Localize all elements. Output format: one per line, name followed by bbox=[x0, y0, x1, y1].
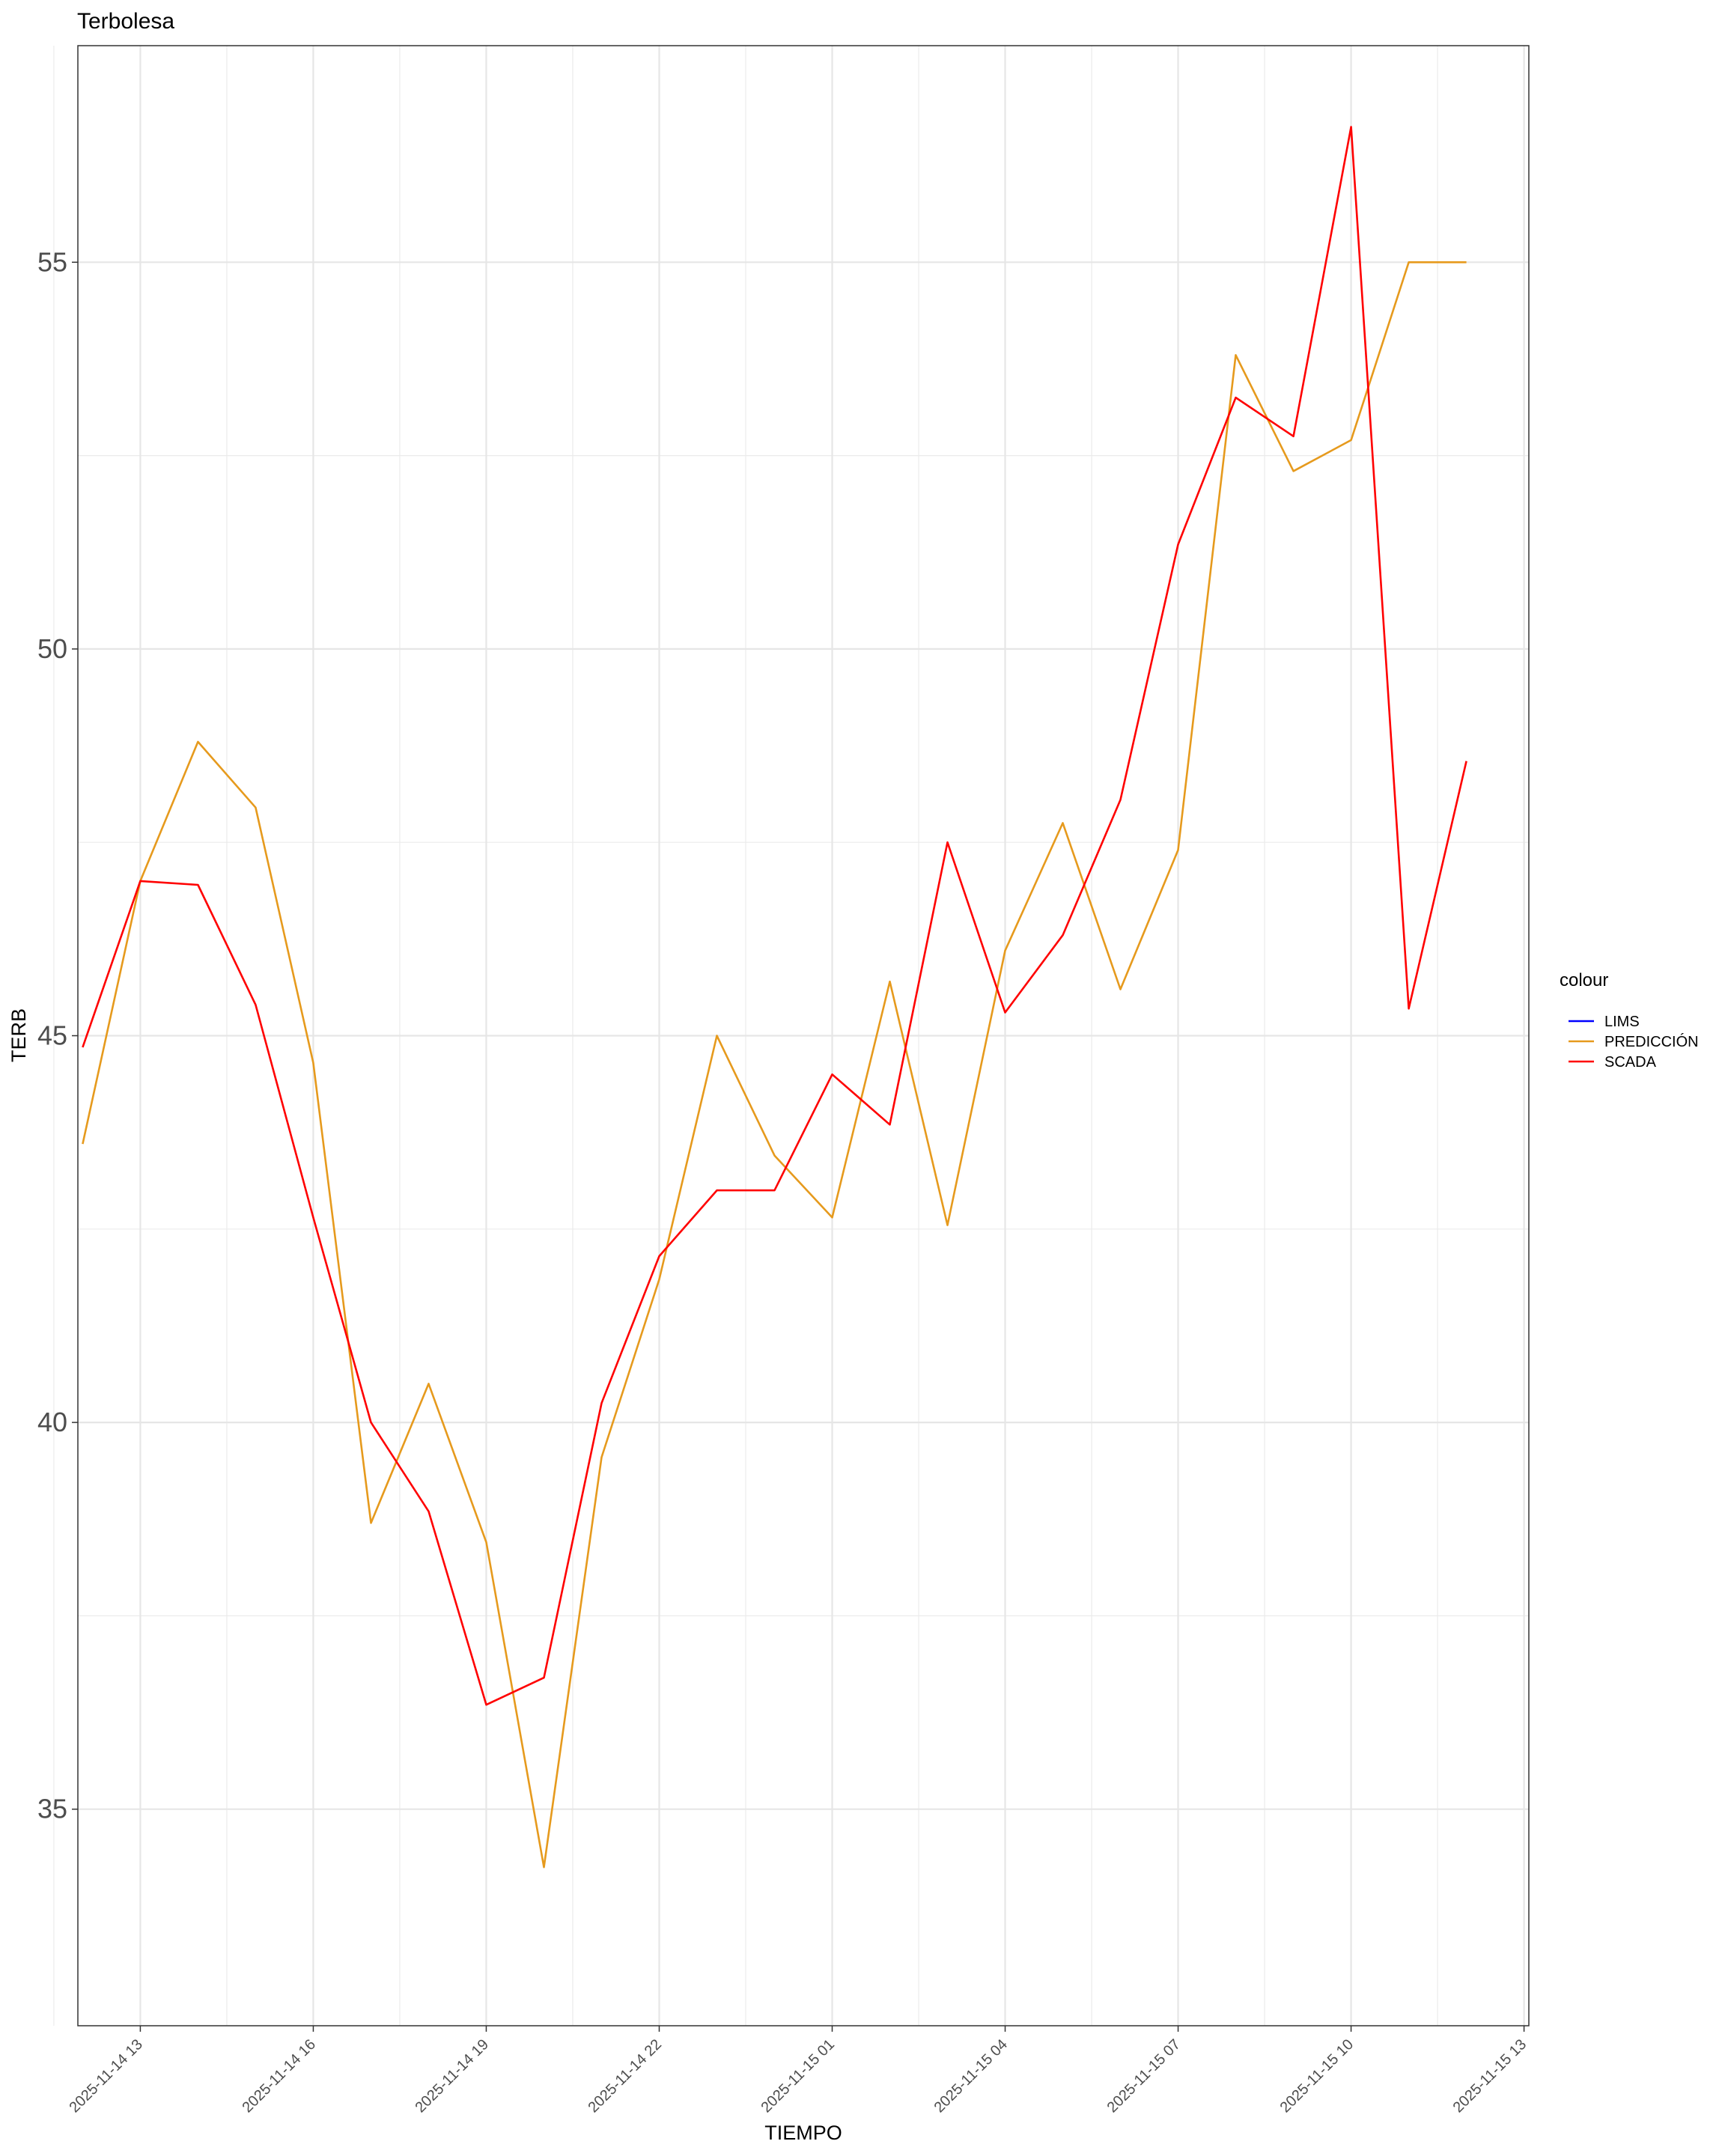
y-tick-label: 40 bbox=[37, 1407, 67, 1437]
y-axis: 35 40 45 50 55 bbox=[37, 246, 78, 1824]
grid bbox=[53, 46, 1529, 2026]
legend-label-prediccion: PREDICCIÓN bbox=[1604, 1033, 1699, 1050]
y-tick-label: 50 bbox=[37, 633, 67, 664]
legend-title: colour bbox=[1560, 970, 1608, 990]
series-lines bbox=[82, 126, 1467, 1869]
series-line-scada bbox=[82, 126, 1467, 1706]
chart-title: Terbolesa bbox=[77, 9, 174, 34]
x-axis-title: TIEMPO bbox=[764, 2122, 842, 2144]
legend-label-scada: SCADA bbox=[1604, 1054, 1657, 1071]
series-line-prediccion bbox=[82, 261, 1467, 1869]
legend: colour LIMS PREDICCIÓN SCADA bbox=[1560, 970, 1699, 1071]
y-tick-label: 55 bbox=[37, 246, 67, 277]
y-tick-label: 35 bbox=[37, 1794, 67, 1824]
y-tick-label: 45 bbox=[37, 1020, 67, 1051]
y-axis-title: TERB bbox=[7, 1008, 30, 1062]
legend-label-lims: LIMS bbox=[1604, 1014, 1640, 1030]
